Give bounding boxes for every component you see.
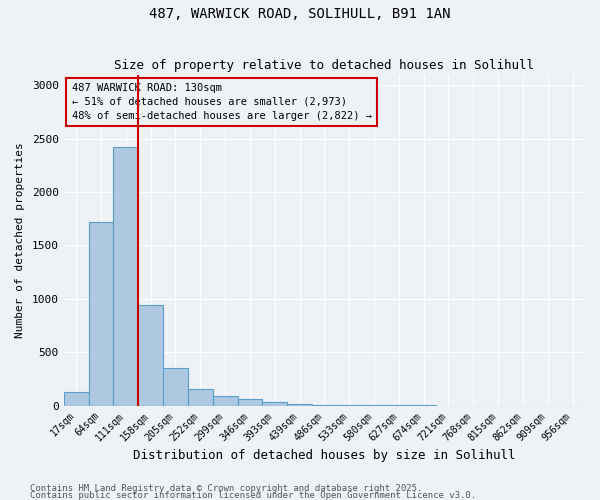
Text: Contains HM Land Registry data © Crown copyright and database right 2025.: Contains HM Land Registry data © Crown c…	[30, 484, 422, 493]
Text: 487, WARWICK ROAD, SOLIHULL, B91 1AN: 487, WARWICK ROAD, SOLIHULL, B91 1AN	[149, 8, 451, 22]
Bar	[188, 388, 213, 406]
Bar	[262, 402, 287, 406]
Bar	[138, 306, 163, 406]
Text: Contains public sector information licensed under the Open Government Licence v3: Contains public sector information licen…	[30, 490, 476, 500]
Bar	[113, 147, 138, 406]
Bar	[337, 405, 362, 406]
Bar	[163, 368, 188, 406]
X-axis label: Distribution of detached houses by size in Solihull: Distribution of detached houses by size …	[133, 450, 515, 462]
Text: 487 WARWICK ROAD: 130sqm
← 51% of detached houses are smaller (2,973)
48% of sem: 487 WARWICK ROAD: 130sqm ← 51% of detach…	[71, 83, 371, 121]
Bar	[64, 392, 89, 406]
Bar	[287, 404, 312, 406]
Y-axis label: Number of detached properties: Number of detached properties	[15, 142, 25, 338]
Bar	[312, 404, 337, 406]
Bar	[89, 222, 113, 406]
Bar	[238, 400, 262, 406]
Title: Size of property relative to detached houses in Solihull: Size of property relative to detached ho…	[115, 59, 535, 72]
Bar	[213, 396, 238, 406]
